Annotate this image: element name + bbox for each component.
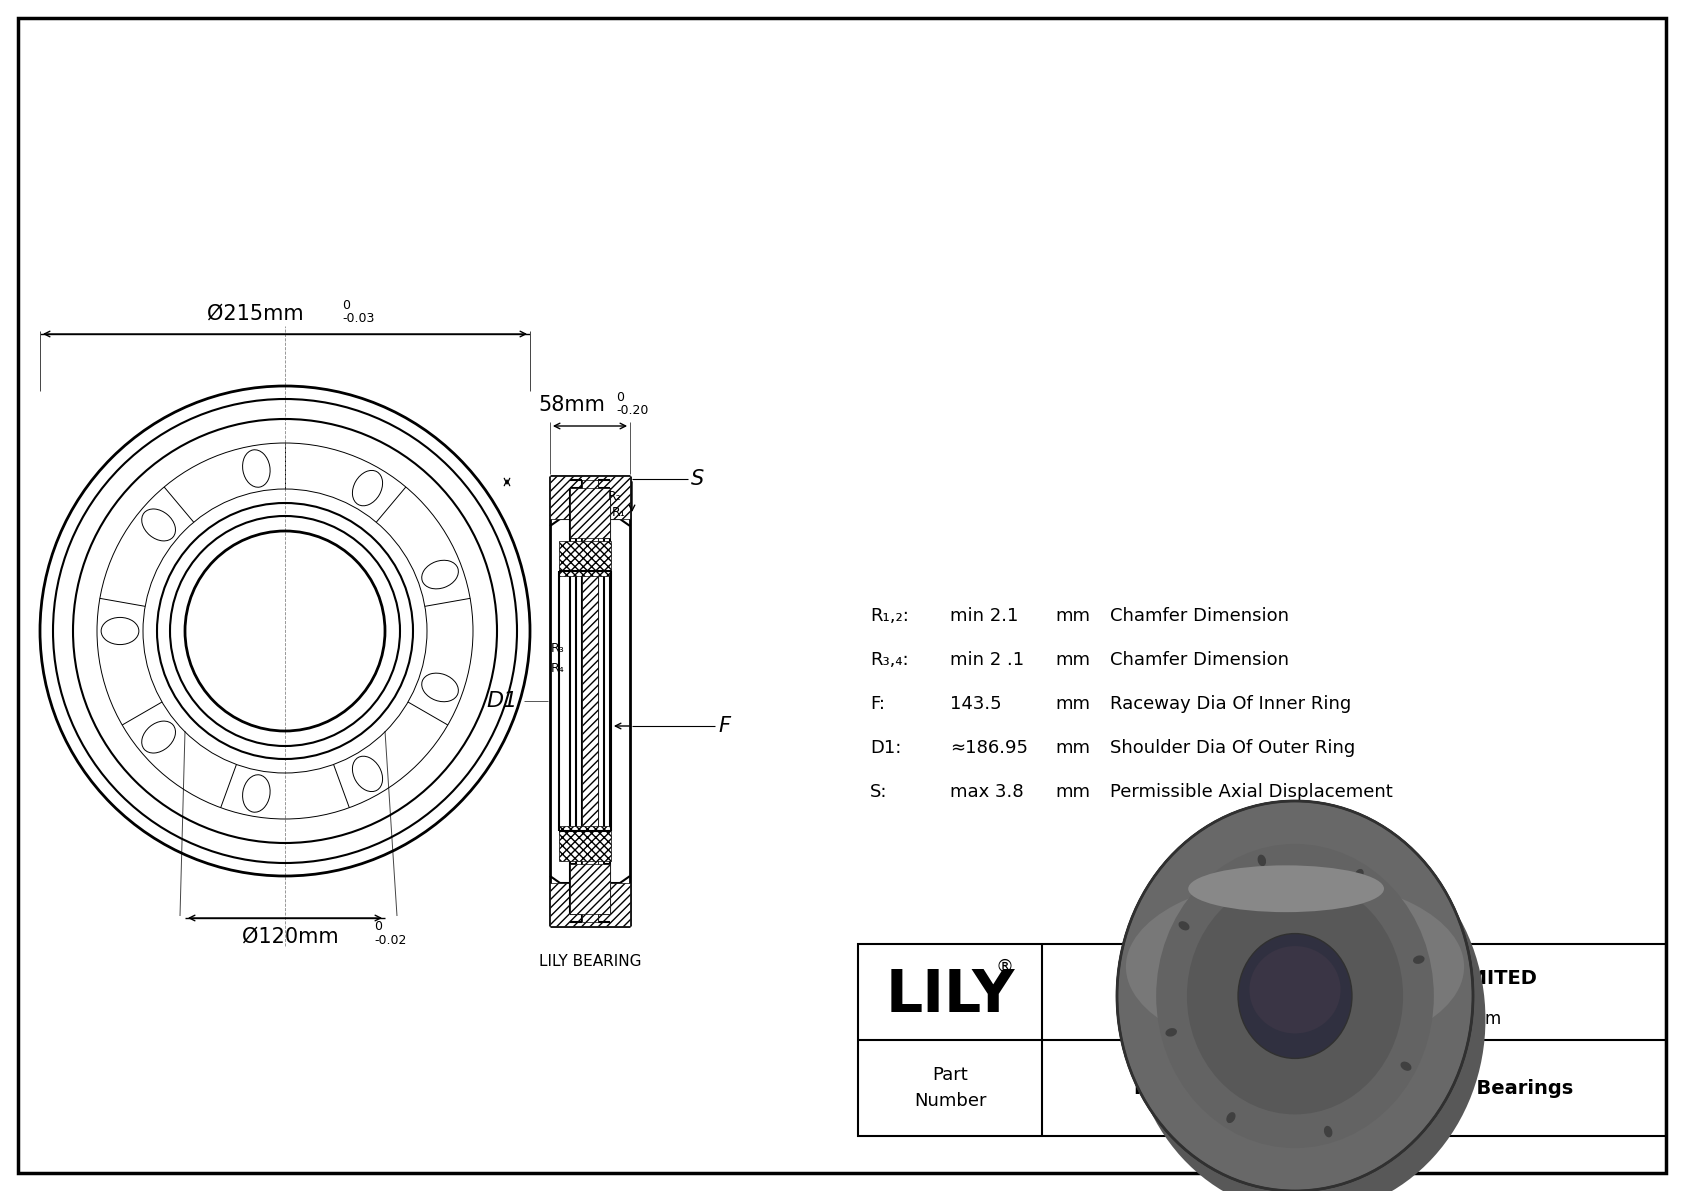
- Bar: [559, 827, 611, 861]
- Ellipse shape: [1187, 878, 1403, 1115]
- Ellipse shape: [1116, 802, 1474, 1191]
- Text: Shoulder Dia Of Outer Ring: Shoulder Dia Of Outer Ring: [1110, 738, 1356, 757]
- Text: F:: F:: [871, 696, 886, 713]
- Text: LILY BEARING: LILY BEARING: [539, 954, 642, 969]
- Text: -0.03: -0.03: [342, 312, 374, 325]
- Text: -0.02: -0.02: [374, 934, 406, 947]
- Text: SHANGHAI LILY BEARING LIMITED: SHANGHAI LILY BEARING LIMITED: [1170, 969, 1537, 989]
- Ellipse shape: [1401, 1061, 1411, 1071]
- Text: S:: S:: [871, 782, 887, 802]
- Ellipse shape: [1258, 855, 1266, 866]
- Ellipse shape: [1177, 867, 1413, 1124]
- Ellipse shape: [1130, 824, 1485, 1191]
- Ellipse shape: [1157, 844, 1433, 1148]
- Text: D1:: D1:: [871, 738, 901, 757]
- Text: mm: mm: [1054, 696, 1090, 713]
- Text: mm: mm: [1054, 651, 1090, 669]
- Text: 0: 0: [374, 919, 382, 933]
- Text: Email: lilybearing@lily-bearing.com: Email: lilybearing@lily-bearing.com: [1207, 1010, 1500, 1028]
- Text: R₁: R₁: [611, 506, 626, 519]
- Text: S: S: [690, 469, 704, 490]
- Text: mm: mm: [1054, 782, 1090, 802]
- Ellipse shape: [1354, 869, 1364, 880]
- Text: ®: ®: [995, 958, 1014, 975]
- Text: R₃: R₃: [551, 642, 564, 655]
- Ellipse shape: [1116, 802, 1474, 1191]
- Text: Ø215mm: Ø215mm: [207, 304, 303, 324]
- Text: Raceway Dia Of Inner Ring: Raceway Dia Of Inner Ring: [1110, 696, 1351, 713]
- Ellipse shape: [1189, 866, 1384, 912]
- Text: R₃,₄:: R₃,₄:: [871, 651, 909, 669]
- Ellipse shape: [1179, 921, 1189, 930]
- Text: min 2 .1: min 2 .1: [950, 651, 1024, 669]
- Text: F: F: [717, 716, 729, 736]
- Ellipse shape: [1413, 955, 1425, 964]
- Bar: [859, 944, 1665, 1136]
- Ellipse shape: [1127, 879, 1463, 1054]
- Text: NU 2224 ECP Cylindrical Roller Bearings: NU 2224 ECP Cylindrical Roller Bearings: [1135, 1079, 1573, 1097]
- Bar: [569, 488, 610, 538]
- Text: Permissible Axial Displacement: Permissible Axial Displacement: [1110, 782, 1393, 802]
- Text: ≈186.95: ≈186.95: [950, 738, 1027, 757]
- Text: Part
Number: Part Number: [914, 1066, 987, 1110]
- Ellipse shape: [1324, 1125, 1332, 1137]
- Text: 0: 0: [342, 299, 350, 312]
- Text: Chamfer Dimension: Chamfer Dimension: [1110, 651, 1288, 669]
- Text: 143.5: 143.5: [950, 696, 1002, 713]
- Text: mm: mm: [1054, 738, 1090, 757]
- Text: min 2.1: min 2.1: [950, 607, 1019, 625]
- Ellipse shape: [1238, 934, 1352, 1059]
- Text: max 3.8: max 3.8: [950, 782, 1024, 802]
- Ellipse shape: [1250, 946, 1340, 1034]
- Bar: [569, 863, 610, 913]
- Ellipse shape: [1165, 1028, 1177, 1036]
- Text: D1: D1: [487, 691, 517, 711]
- Bar: [551, 476, 630, 519]
- Text: 58mm: 58mm: [539, 395, 606, 414]
- Ellipse shape: [1177, 867, 1413, 1124]
- Text: LILY: LILY: [886, 967, 1015, 1024]
- Bar: [583, 480, 598, 922]
- Text: mm: mm: [1054, 607, 1090, 625]
- Text: Chamfer Dimension: Chamfer Dimension: [1110, 607, 1288, 625]
- Text: R₂: R₂: [608, 490, 621, 503]
- Text: R₁,₂:: R₁,₂:: [871, 607, 909, 625]
- Ellipse shape: [1226, 1112, 1236, 1123]
- Text: Ø120mm: Ø120mm: [242, 927, 338, 947]
- Text: -0.20: -0.20: [616, 404, 648, 417]
- Bar: [559, 541, 611, 576]
- Text: 0: 0: [616, 391, 625, 404]
- Bar: [551, 883, 630, 925]
- Text: R₄: R₄: [551, 661, 564, 674]
